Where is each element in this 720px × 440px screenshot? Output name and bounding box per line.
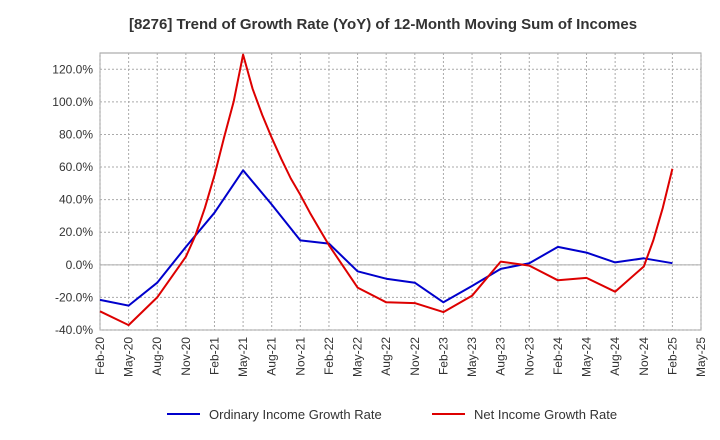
y-tick-label: -40.0% — [55, 323, 93, 337]
grid-lines — [99, 53, 702, 331]
x-tick-label: May-23 — [465, 337, 479, 377]
x-tick-label: Nov-23 — [522, 337, 536, 376]
x-tick-label: Aug-22 — [379, 337, 393, 376]
y-tick-label: 0.0% — [66, 258, 94, 272]
chart-title: [8276] Trend of Growth Rate (YoY) of 12-… — [129, 16, 637, 33]
x-tick-label: Feb-21 — [207, 337, 221, 375]
y-tick-label: 20.0% — [59, 225, 93, 239]
x-tick-label: Feb-20 — [93, 337, 107, 375]
x-axis-tick-labels: Feb-20 May-20 Aug-20 Nov-20 Feb-21 May-21 Aug-… — [93, 337, 708, 377]
x-tick-label: May-22 — [351, 337, 365, 377]
y-axis-tick-labels: -40.0% -20.0% 0.0% 20.0% 40.0% 60.0% 80.0% 100.… — [52, 62, 93, 337]
y-tick-label: 60.0% — [59, 160, 93, 174]
legend-label: Net Income Growth Rate — [474, 407, 617, 422]
legend: Ordinary Income Growth Rate Net Income Gr… — [167, 407, 617, 422]
x-tick-label: May-24 — [580, 337, 594, 377]
x-tick-label: Aug-23 — [494, 337, 508, 376]
y-tick-label: 40.0% — [59, 193, 93, 207]
x-tick-label: Nov-21 — [293, 337, 307, 376]
x-tick-label: May-20 — [122, 337, 136, 377]
x-tick-label: Nov-24 — [637, 337, 651, 376]
x-tick-label: Feb-22 — [322, 337, 336, 375]
legend-label: Ordinary Income Growth Rate — [209, 407, 382, 422]
y-tick-label: 80.0% — [59, 127, 93, 141]
series-lines — [99, 53, 674, 327]
x-tick-label: Aug-20 — [150, 337, 164, 376]
series-line-net-income — [99, 53, 674, 327]
y-tick-label: -20.0% — [55, 290, 93, 304]
x-tick-label: Aug-24 — [608, 337, 622, 376]
x-tick-label: May-21 — [236, 337, 250, 377]
x-tick-label: Nov-20 — [179, 337, 193, 376]
x-tick-label: May-25 — [694, 337, 708, 377]
plot-area — [99, 52, 702, 331]
y-tick-label: 100.0% — [52, 95, 93, 109]
y-tick-label: 120.0% — [52, 62, 93, 76]
x-tick-label: Feb-24 — [551, 337, 565, 375]
x-tick-label: Nov-22 — [408, 337, 422, 376]
x-tick-label: Feb-25 — [665, 337, 679, 375]
x-tick-label: Feb-23 — [436, 337, 450, 375]
x-tick-label: Aug-21 — [265, 337, 279, 376]
